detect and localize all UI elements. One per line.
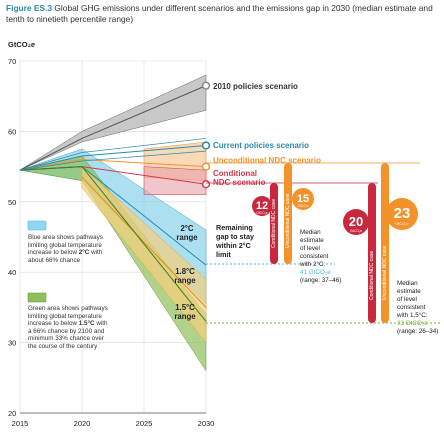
gap-unit-15: GtCO₂e [297,204,308,208]
gap-unit-12: GtCO₂e [256,211,267,215]
remaining-gap-text: Remaining gap to stay within 2°C limit [215,223,254,259]
median-current-policies-scenario [19,144,207,171]
x-tick-label: 2015 [12,419,29,428]
range-2c-label-1: 2°C [180,224,193,233]
y-tick-label: 60 [8,127,16,136]
svg-text:limit: limit [216,250,231,259]
svg-text:with 2°C:: with 2°C: [299,260,326,268]
svg-text:Median: Median [397,280,418,287]
y-tick-label: 70 [8,57,16,66]
y-tick-label: 20 [8,409,16,418]
figure-caption: Figure ES.3 Global GHG emissions under d… [6,3,438,25]
blue-legend-text: Blue area shows pathways limiting global… [28,234,103,264]
scenario-end-markers [201,81,211,189]
svg-text:gap to stay: gap to stay [216,232,254,241]
svg-text:with 1.5°C:: with 1.5°C: [396,311,428,319]
svg-text:consistent: consistent [300,253,329,260]
blue-legend-swatch [27,220,47,231]
gap-unit-20: GtCO₂e [350,229,362,233]
svg-text:estimate: estimate [397,288,421,295]
gap-circle-20 [343,209,369,235]
gap-circle-23 [386,198,418,230]
gap-bar-label-1: Conditional NDC case [271,199,277,248]
current-policies-high-line [19,138,207,171]
svg-text:(range: 37–46): (range: 37–46) [300,277,341,284]
gap-bar-label-2: Unconditional NDC case [285,193,291,248]
gap-bar-unconditional-15c [381,163,389,323]
gap-bar-label-3: Conditional NDC case [369,251,375,300]
conditional-ndc-label-1: Conditional [213,169,257,178]
gap-value-23: 23 [394,205,411,222]
conditional-ndc-label-2: NDC scenario [213,178,266,187]
gap-bar-conditional-2c [270,183,278,264]
svg-text:Median: Median [300,229,321,236]
svg-text:consistent: consistent [397,304,426,311]
unconditional-ndc-label: Unconditional NDC scenario [213,156,321,165]
x-tick-label: 2025 [136,419,153,428]
range-18c-label-1: 1.8°C [175,267,195,276]
figure-title: Global GHG emissions under different sce… [6,3,433,24]
range-15c-label-1: 1.5°C [175,303,195,312]
gap-unit-23: GtCO₂e [395,222,408,226]
svg-text:of level: of level [397,296,417,303]
svg-text:41 GtCO₂e: 41 GtCO₂e [300,269,331,276]
y-tick-label: 50 [8,198,16,207]
end-marker [201,162,211,171]
gap-bar-unconditional-2c [284,163,292,264]
x-tick-label: 2030 [198,419,215,428]
green-legend-text: Green area shows pathways limiting globa… [28,305,108,350]
svg-text:within 2°C: within 2°C [215,241,251,250]
svg-text:(range: 26–34): (range: 26–34) [397,328,438,335]
median-15c-text: Median estimate of level consistent with… [396,280,438,335]
svg-text:Remaining: Remaining [216,223,253,232]
band-conditional-ndc-scenario [143,166,207,196]
scenario-median-lines [19,85,207,322]
median-1-5-c-range [19,166,207,322]
gap-value-20: 20 [349,214,363,229]
x-tick-labels: 2015 2020 2025 2030 [12,419,215,428]
range-2c-label-2: range [176,233,198,242]
svg-text:estimate: estimate [300,237,324,244]
gap-bar-label-4: Unconditional NDC case [382,245,388,300]
svg-text:of level: of level [300,245,320,252]
gap-circle-15 [292,188,314,210]
y-tick-label: 30 [8,339,16,348]
end-marker [201,81,211,90]
median-2010-policies-scenario [19,85,207,171]
y-tick-labels: 20 30 40 50 60 70 [8,57,16,418]
y-tick-label: 40 [8,268,16,277]
current-policies-low-line [19,150,207,171]
gap-value-12: 12 [256,200,268,212]
policies-2010-label: 2010 policies scenario [213,82,298,91]
gap-value-15: 15 [297,193,309,205]
current-policies-label: Current policies scenario [213,141,309,150]
end-marker [201,180,211,189]
gap-circle-12 [252,196,272,216]
median-1-8-c-range [81,176,207,308]
y-unit-label: GtCO₂e [8,40,35,49]
gap-bar-conditional-15c [368,183,376,323]
green-legend-swatch [27,292,47,303]
svg-text:33 GtCO₂e: 33 GtCO₂e [397,320,428,327]
median-unconditional-ndc-scenario [19,159,207,171]
range-15c-label-2: range [174,312,196,321]
end-marker [201,141,211,150]
range-18c-label-2: range [174,276,196,285]
figure-label: Figure ES.3 [6,3,53,13]
band-1-8-c-range [81,166,207,344]
median-2c-text: Median estimate of level consistent with… [299,229,341,284]
x-tick-label: 2020 [74,419,91,428]
